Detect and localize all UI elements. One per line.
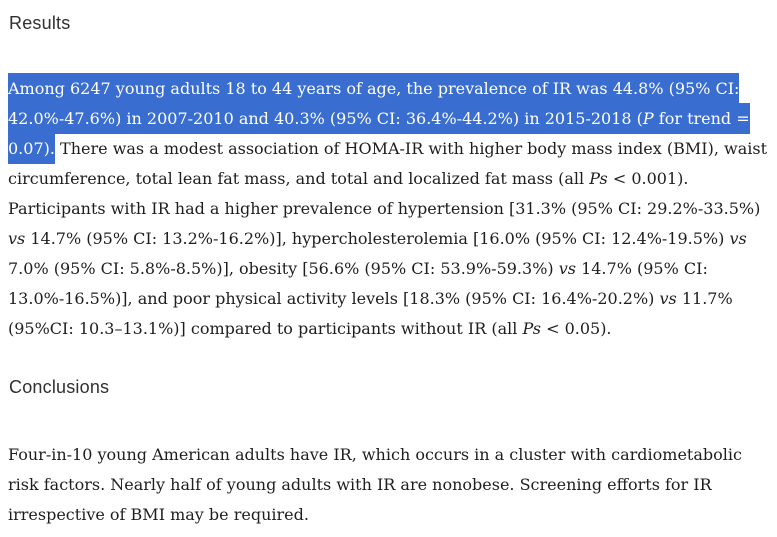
- selected-text: P: [642, 103, 654, 134]
- text-segment: Four-in-10 young American adults have IR…: [8, 445, 742, 524]
- text-segment: 7.0% (95% CI: 5.8%-8.5%)], obesity [56.6…: [8, 259, 559, 278]
- text-segment: vs: [558, 259, 576, 278]
- text-segment: < 0.001). Participants with IR had a hig…: [8, 169, 761, 218]
- text-segment: There was a modest association of HOMA-I…: [8, 139, 767, 188]
- text-segment: vs: [8, 229, 26, 248]
- text-segment: Ps: [589, 169, 608, 188]
- text-segment: 14.7% (95% CI: 13.2%-16.2%)], hyperchole…: [25, 229, 730, 248]
- conclusions-heading: Conclusions: [9, 377, 110, 397]
- text-segment: vs: [729, 229, 747, 248]
- results-heading: Results: [9, 13, 71, 33]
- conclusions-paragraph[interactable]: Four-in-10 young American adults have IR…: [8, 440, 769, 530]
- text-segment: Ps: [522, 319, 541, 338]
- results-paragraph[interactable]: Among 6247 young adults 18 to 44 years o…: [8, 73, 769, 344]
- text-segment: 11.7% (95%CI: 10.3–13.1%)] compared to p…: [8, 289, 733, 338]
- text-segment: < 0.05).: [540, 319, 612, 338]
- text-segment: 14.7% (95% CI: 13.0%-16.5%)], and poor p…: [8, 259, 708, 308]
- text-segment: vs: [659, 289, 677, 308]
- selected-text: Among 6247 young adults 18 to 44 years o…: [8, 73, 740, 134]
